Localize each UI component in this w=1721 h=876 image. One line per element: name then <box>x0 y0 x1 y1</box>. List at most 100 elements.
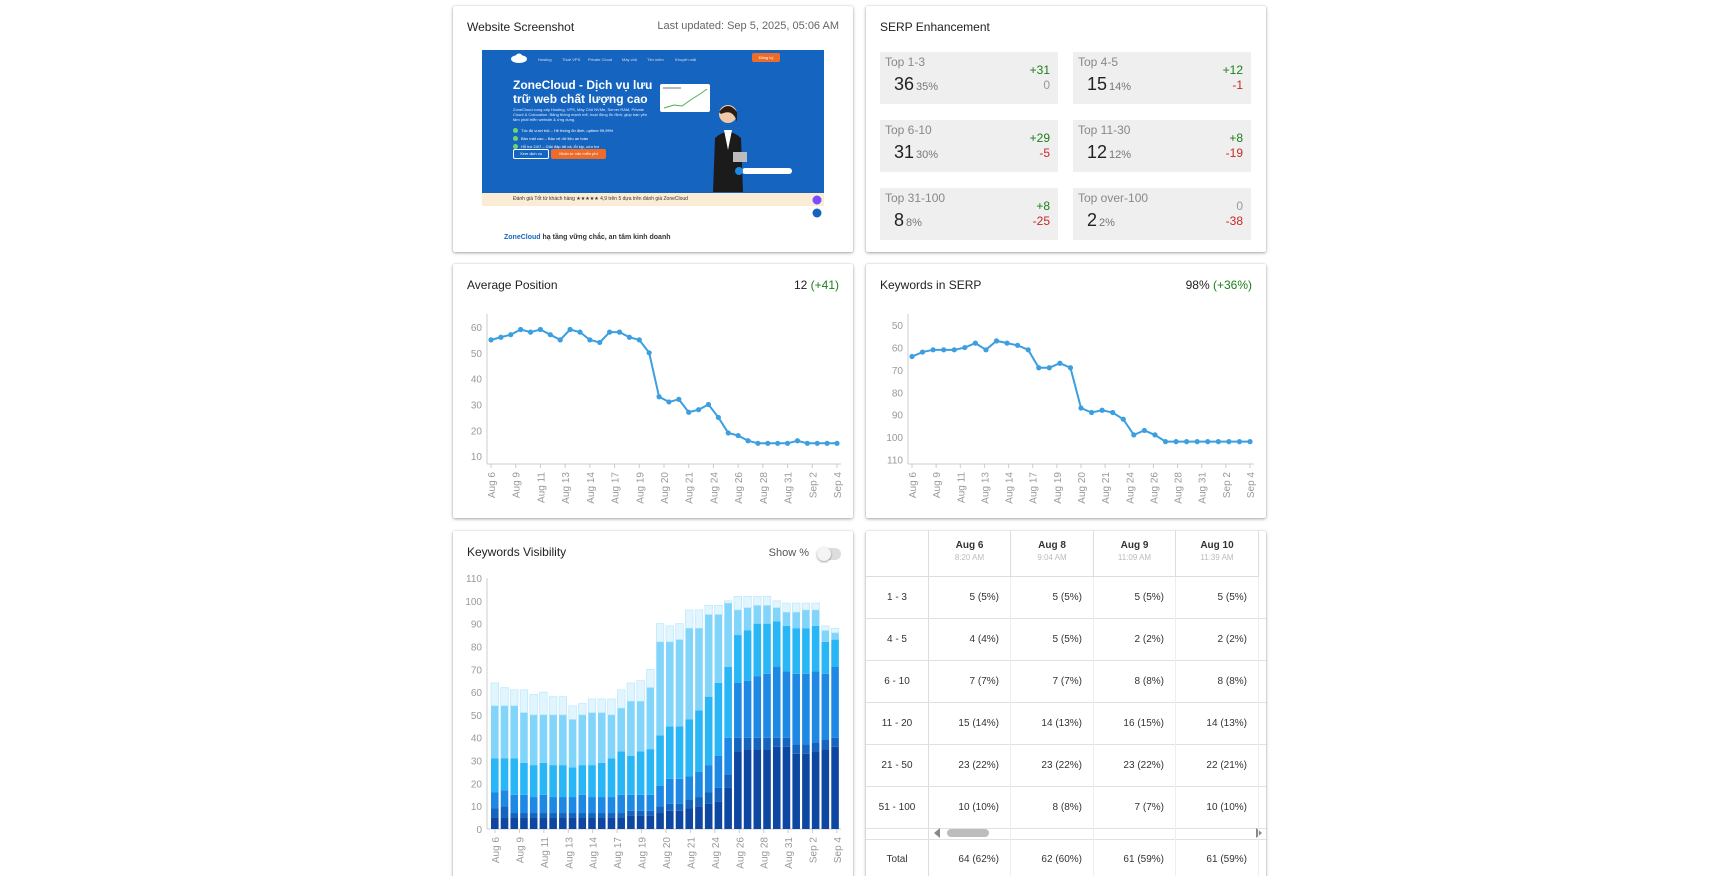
table-cell: 16 (15%) <box>1123 718 1164 729</box>
bar-segment <box>763 605 771 624</box>
bar-segment <box>578 813 587 818</box>
table-column-header[interactable]: Aug 9 11:09 AM <box>1094 531 1176 577</box>
bar-segment <box>743 737 752 750</box>
table-column-header[interactable]: Aug 8 9:04 AM <box>1011 531 1094 577</box>
bar-segment <box>695 797 703 807</box>
x-tick-label: Aug 24 <box>1125 472 1136 504</box>
table-cell: 23 (22%) <box>958 760 999 771</box>
y-tick-label: 30 <box>471 401 483 412</box>
keywords-visibility-chart: 0 10 20 30 40 50 60 70 80 90 100 110 Aug 6 Aug 9 Aug 1… <box>465 574 844 869</box>
bar-segment <box>539 813 548 818</box>
bar-segment <box>665 625 674 643</box>
bar-segment <box>821 749 830 829</box>
bar-segment <box>510 689 519 707</box>
table-cell: 2 (2%) <box>1134 634 1164 645</box>
x-tick-label: Aug 26 <box>735 837 746 869</box>
table-cell: 23 (22%) <box>1123 760 1164 771</box>
data-point <box>1162 439 1169 445</box>
bar-segment <box>617 794 625 814</box>
table-cell: 8 (8%) <box>1217 676 1247 687</box>
bar-segment <box>597 817 606 829</box>
bar-segment <box>704 696 713 766</box>
scroll-right-arrow-icon[interactable] <box>1256 828 1262 838</box>
bar-segment <box>724 600 733 604</box>
x-tick-label: Aug 21 <box>686 837 697 869</box>
screenshot-nav-item: Private Cloud <box>588 57 613 62</box>
bar-segment <box>782 602 791 613</box>
table-horizontal-scrollbar[interactable] <box>929 825 1268 839</box>
serp-tile-label: Top over-100 <box>1078 191 1149 205</box>
screenshot-hero: Hosting Thuê VPS Private Cloud Máy chủ T… <box>482 50 824 193</box>
data-point <box>646 350 652 356</box>
data-point <box>557 337 563 343</box>
bar-segment <box>704 803 713 829</box>
serp-tile-loss: 0 <box>1043 78 1050 92</box>
data-point <box>567 326 573 333</box>
serp-tile: Top 6-10 31 30% +29 -5 <box>880 120 1058 172</box>
data-point <box>1110 409 1116 416</box>
x-tick-label: Aug 21 <box>1101 472 1112 504</box>
data-point <box>547 332 553 338</box>
data-point <box>919 349 926 355</box>
table-cell: 23 (22%) <box>1041 760 1082 771</box>
bar-segment <box>704 792 713 804</box>
column-divider <box>1258 577 1259 876</box>
bar-segment <box>675 778 684 804</box>
bar-segment <box>510 758 519 795</box>
data-point <box>587 337 593 343</box>
screenshot-nav-item: Khuyến mãi <box>675 57 697 62</box>
x-tick-label: Aug 21 <box>685 472 696 504</box>
show-percent-toggle[interactable] <box>817 547 841 561</box>
bar-segment <box>646 668 655 688</box>
bar-segment <box>753 676 762 738</box>
bar-segment <box>714 787 723 802</box>
bar-segment <box>597 698 606 713</box>
bar-segment <box>636 815 645 829</box>
bar-segment <box>520 762 528 795</box>
bar-segment <box>675 639 684 727</box>
bar-segment <box>724 737 732 775</box>
keywords-in-serp-chart: 50 60 70 80 90 100 110 Aug 6 Aug 9 Aug 11 Aug 13 Au… <box>886 314 1257 504</box>
table-corner-cell <box>866 531 929 577</box>
data-point <box>1067 365 1074 371</box>
bar-segment <box>802 673 810 745</box>
x-tick-label: Sep 4 <box>833 837 844 864</box>
messenger-icon <box>812 195 822 205</box>
data-point <box>1247 439 1253 445</box>
bar-segment <box>568 705 577 720</box>
x-tick-label: Aug 20 <box>660 472 671 504</box>
bar-segment <box>830 627 840 634</box>
row-divider <box>866 786 1268 787</box>
x-tick-label: Aug 17 <box>1029 472 1040 504</box>
chat-icon <box>812 208 822 218</box>
bar-segment <box>714 755 723 788</box>
bar-segment <box>656 641 664 736</box>
column-date: Aug 6 <box>955 540 984 551</box>
y-tick-label: 20 <box>471 426 483 437</box>
data-point <box>765 440 771 446</box>
data-point <box>962 344 968 351</box>
table-cell: 10 (10%) <box>1206 802 1247 813</box>
screenshot-feature: Hỗ trợ 24/7 – Giải đáp tất cả, lỗi kịp, … <box>513 144 599 149</box>
rankings-table: Aug 6 8:20 AM Aug 8 9:04 AM Aug 9 11:09 AM Aug… <box>866 531 1268 876</box>
x-tick-label: Aug 17 <box>613 837 624 869</box>
x-tick-label: Aug 9 <box>512 472 523 499</box>
bar-segment <box>733 595 742 611</box>
bar-segment <box>617 689 626 709</box>
screenshot-nav-item: Tên miền <box>647 57 664 62</box>
y-tick-label: 100 <box>886 433 903 444</box>
bar-segment <box>617 817 625 829</box>
serp-tile-count: 8 <box>894 210 905 230</box>
bar-segment <box>802 609 810 629</box>
table-total-cell: 64 (62%) <box>958 854 999 865</box>
scroll-left-arrow-icon[interactable] <box>934 828 940 838</box>
bar-segment <box>549 765 557 798</box>
bar-segment <box>559 813 567 818</box>
table-column-header[interactable]: Aug 10 11:39 AM <box>1176 531 1259 577</box>
table-column-header[interactable]: Aug 6 8:20 AM <box>929 531 1011 577</box>
website-screenshot-image[interactable]: Hosting Thuê VPS Private Cloud Máy chủ T… <box>482 50 824 245</box>
bar-segment <box>656 813 664 829</box>
scroll-thumb[interactable] <box>947 829 989 837</box>
bar-segment <box>607 797 616 814</box>
bar-segment <box>734 635 742 683</box>
